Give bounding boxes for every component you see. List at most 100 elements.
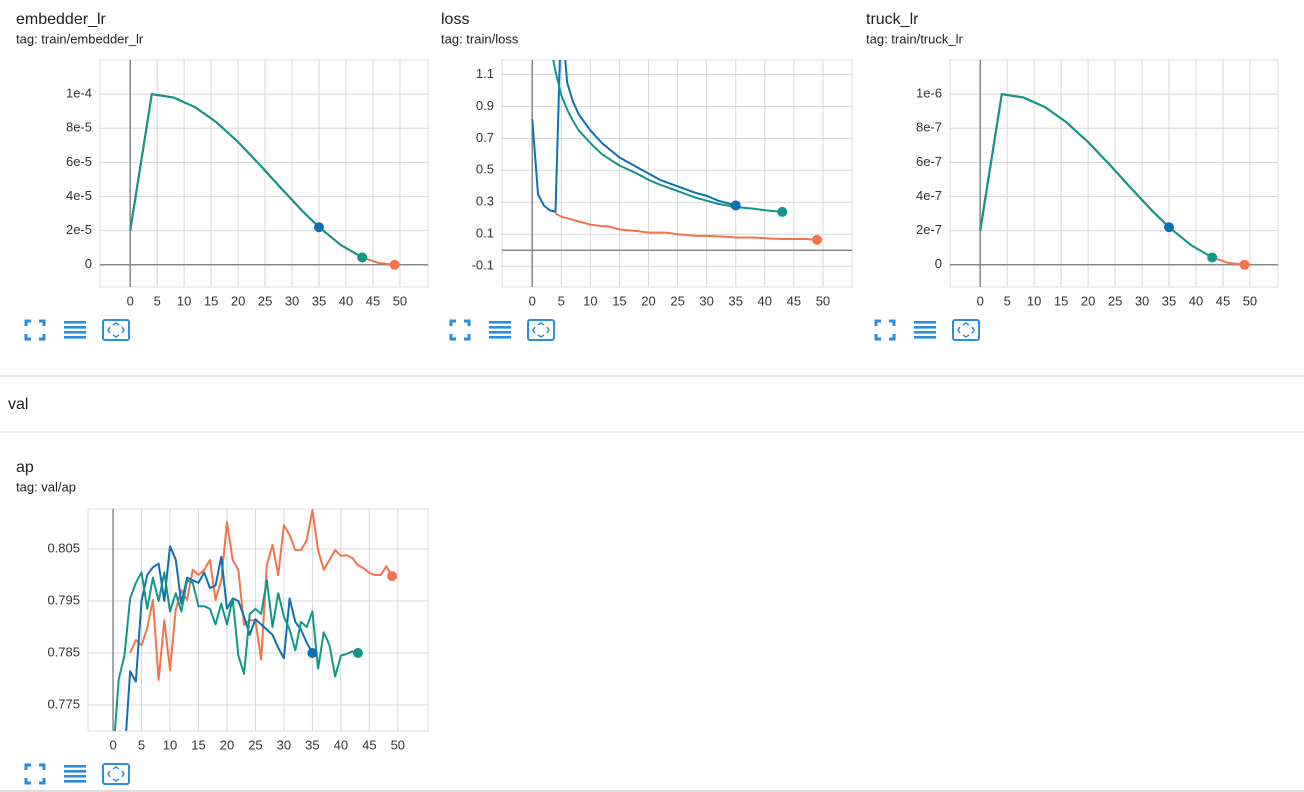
x-tick-label: 25: [248, 737, 262, 752]
x-tick-label: 50: [816, 293, 830, 308]
icon: [64, 775, 86, 778]
y-tick-label: 2e-7: [916, 222, 942, 237]
toggle-log-button[interactable]: [64, 321, 86, 339]
x-tick-label: 30: [1135, 293, 1149, 308]
x-tick-label: 10: [163, 737, 177, 752]
last-point: [1207, 252, 1218, 263]
fit-domain-button[interactable]: [952, 319, 980, 341]
x-tick-label: 0: [977, 293, 984, 308]
icon: [914, 331, 936, 334]
icon: [489, 331, 511, 334]
y-tick-label: 0.785: [47, 644, 80, 659]
icon: [64, 765, 86, 768]
toggle-log-button[interactable]: [914, 321, 936, 339]
y-tick-label: 0.3: [476, 194, 494, 209]
y-tick-label: 0.5: [476, 162, 494, 177]
x-tick-label: 5: [558, 293, 565, 308]
icon: [952, 319, 980, 341]
fullscreen-button[interactable]: [24, 319, 46, 341]
x-tick-label: 15: [191, 737, 205, 752]
icon: [957, 322, 975, 338]
icon: [64, 321, 86, 324]
icon: [64, 336, 86, 339]
last-point: [387, 571, 398, 582]
last-point: [314, 222, 325, 233]
x-tick-label: 20: [1081, 293, 1095, 308]
x-tick-label: 15: [204, 293, 218, 308]
x-tick-label: 15: [612, 293, 626, 308]
plot-lines: [113, 509, 398, 731]
last-point: [730, 200, 741, 211]
plot-lines: [129, 93, 400, 270]
icon: [64, 770, 86, 773]
icon: [102, 763, 130, 785]
y-tick-label: 0.795: [47, 592, 80, 607]
y-tick-label: 1.1: [476, 66, 494, 81]
y-tick-label: 0.775: [47, 696, 80, 711]
icon: [914, 326, 936, 329]
x-tick-label: 50: [391, 737, 405, 752]
x-tick-label: 5: [1004, 293, 1011, 308]
last-point: [357, 252, 368, 263]
x-tick-label: 35: [728, 293, 742, 308]
toggle-log-button[interactable]: [64, 765, 86, 783]
y-tick-label: 2e-5: [66, 222, 92, 237]
x-tick-label: 40: [334, 737, 348, 752]
icon: [107, 322, 125, 338]
icon: [914, 321, 936, 324]
chart-title: loss: [441, 11, 469, 28]
fullscreen-button[interactable]: [449, 319, 471, 341]
x-tick-label: 30: [277, 737, 291, 752]
icon: [489, 321, 511, 324]
x-tick-label: 45: [1216, 293, 1230, 308]
icon: [64, 780, 86, 783]
y-tick-label: 0: [935, 256, 942, 271]
icon: [449, 319, 471, 341]
x-tick-label: 40: [1189, 293, 1203, 308]
series-line: [129, 509, 393, 682]
fullscreen-button[interactable]: [24, 763, 46, 785]
plot-frame: [87, 508, 429, 732]
plot-lines: [979, 93, 1250, 270]
y-tick-label: 0.805: [47, 540, 80, 555]
series-line: [125, 545, 314, 731]
x-tick-label: 25: [258, 293, 272, 308]
chart-title: embedder_lr: [16, 11, 107, 28]
y-tick-label: 8e-7: [916, 120, 942, 135]
icon: [874, 319, 896, 341]
x-tick-label: 25: [670, 293, 684, 308]
fit-domain-button[interactable]: [102, 763, 130, 785]
icon: [489, 326, 511, 329]
toggle-log-button[interactable]: [489, 321, 511, 339]
last-point: [389, 259, 400, 270]
x-tick-label: 35: [312, 293, 326, 308]
series-line: [531, 60, 736, 213]
y-tick-label: 0.7: [476, 130, 494, 145]
fit-domain-button[interactable]: [527, 319, 555, 341]
chart-subtitle: tag: train/loss: [441, 31, 519, 46]
y-tick-label: 8e-5: [66, 120, 92, 135]
section-title: val: [8, 396, 28, 413]
y-tick-label: 0.9: [476, 98, 494, 113]
icon: [527, 319, 555, 341]
y-tick-label: 6e-5: [66, 154, 92, 169]
plot-lines: [531, 60, 823, 245]
x-tick-label: 20: [220, 737, 234, 752]
y-tick-label: 0: [85, 256, 92, 271]
chart-subtitle: tag: train/embedder_lr: [16, 31, 144, 46]
x-tick-label: 50: [393, 293, 407, 308]
y-tick-label: 1e-6: [916, 86, 942, 101]
fullscreen-button[interactable]: [874, 319, 896, 341]
icon: [532, 322, 550, 338]
x-tick-label: 5: [138, 737, 145, 752]
y-tick-label: 4e-5: [66, 188, 92, 203]
x-tick-label: 45: [362, 737, 376, 752]
x-tick-label: 35: [1162, 293, 1176, 308]
y-tick-label: 0.1: [476, 226, 494, 241]
fit-domain-button[interactable]: [102, 319, 130, 341]
last-point: [1164, 222, 1175, 233]
x-tick-label: 25: [1108, 293, 1122, 308]
chart-subtitle: tag: train/truck_lr: [866, 31, 963, 46]
x-tick-label: 5: [154, 293, 161, 308]
